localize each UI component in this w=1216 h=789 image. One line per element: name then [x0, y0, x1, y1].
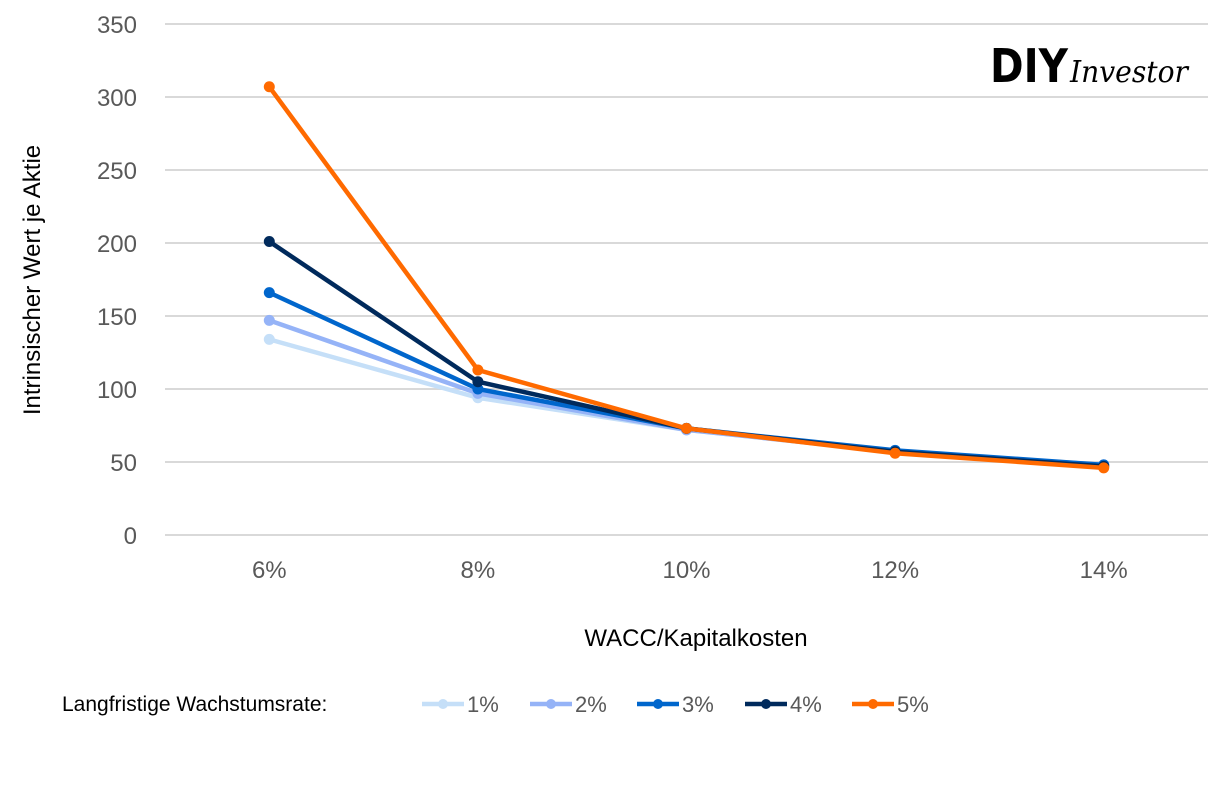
data-point	[472, 376, 484, 388]
data-point	[1098, 462, 1110, 474]
series-1pct	[263, 333, 1110, 471]
x-axis-ticks: 6% 8% 10% 12% 14%	[252, 557, 1128, 584]
series-line	[268, 318, 1104, 468]
series-line	[268, 290, 1104, 468]
data-point	[889, 447, 901, 459]
logo: DIY Investor	[990, 39, 1190, 93]
y-tick-label: 0	[124, 523, 137, 550]
y-axis-title: Intrinsischer Wert je Aktie	[19, 145, 46, 415]
data-point	[681, 422, 692, 434]
x-tick-label: 10%	[662, 557, 710, 584]
logo-diy: DIY	[990, 39, 1069, 93]
logo-investor: Investor	[1069, 55, 1189, 90]
data-point	[263, 81, 275, 93]
x-axis-title: WACC/Kapitalkosten	[584, 625, 807, 652]
y-tick-label: 250	[97, 158, 137, 185]
y-tick-label: 150	[97, 304, 137, 331]
legend-item: 1%	[422, 692, 499, 717]
data-point	[263, 333, 275, 345]
series-lines	[263, 81, 1110, 474]
legend-label: 5%	[897, 692, 929, 717]
data-point	[263, 314, 275, 326]
y-tick-label: 50	[110, 450, 137, 477]
legend-item: 4%	[745, 692, 822, 717]
legend: 1% 2% 3% 4% 5%	[422, 692, 929, 717]
x-tick-label: 12%	[871, 557, 919, 584]
x-tick-label: 8%	[461, 557, 496, 584]
x-tick-label: 14%	[1080, 557, 1128, 584]
legend-item: 2%	[530, 692, 607, 717]
legend-title: Langfristige Wachstumsrate:	[62, 693, 327, 716]
legend-label: 1%	[467, 692, 499, 717]
legend-marker	[868, 699, 878, 709]
legend-label: 4%	[790, 692, 822, 717]
y-tick-label: 100	[97, 377, 137, 404]
legend-marker	[761, 699, 771, 709]
y-tick-label: 300	[97, 85, 137, 112]
series-line	[267, 85, 1104, 471]
y-axis-ticks: 0 50 100 150 200 250 300 350	[97, 12, 137, 550]
y-tick-label: 200	[97, 231, 137, 258]
y-tick-label: 350	[97, 12, 137, 39]
legend-item: 5%	[852, 692, 929, 717]
gridlines	[165, 23, 1208, 536]
series-line	[268, 337, 1104, 468]
series-4pct	[263, 236, 1110, 472]
series-2pct	[263, 314, 1110, 471]
data-point	[263, 287, 275, 299]
legend-item: 3%	[637, 692, 714, 717]
data-point	[263, 236, 275, 248]
legend-label: 3%	[682, 692, 714, 717]
legend-marker	[438, 699, 448, 709]
x-tick-label: 6%	[252, 557, 287, 584]
legend-marker	[546, 699, 556, 709]
legend-marker	[653, 699, 663, 709]
legend-label: 2%	[575, 692, 607, 717]
data-point	[472, 364, 484, 376]
series-3pct	[263, 287, 1110, 471]
series-5pct	[263, 81, 1110, 474]
